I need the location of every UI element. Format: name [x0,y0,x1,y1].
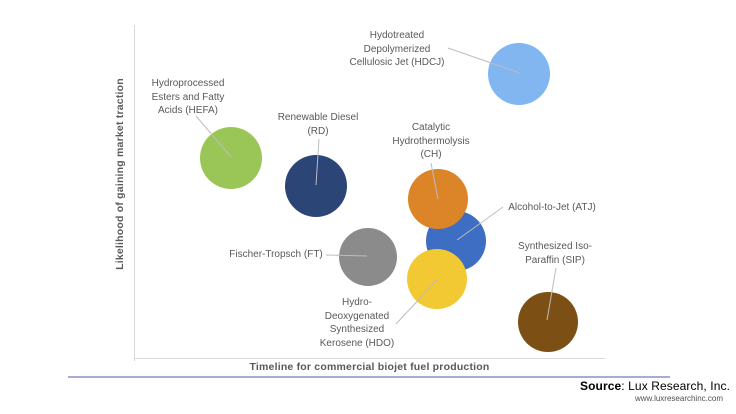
source-label: Source [579,379,622,393]
bubble-sip [518,292,578,352]
x-axis-line [134,358,605,359]
bubble-label-rd: Renewable Diesel (RD) [277,112,359,137]
bubble-rd [285,155,347,217]
bubble-hdo [407,249,467,309]
bubble-ft [339,228,397,286]
bubble-label-ft: Fischer-Tropsch (FT) [229,249,323,260]
bubble-label-hdo: Hydro- Deoxygenated Synthesized Kerosene… [319,297,395,349]
source-attribution: Source: Lux Research, Inc. [330,379,730,393]
bubble-label-ch: Catalytic Hydrothermolysis (CH) [392,122,470,160]
footer-divider-line [68,376,670,378]
bubble-ch [408,169,468,229]
source-company: : Lux Research, Inc. [621,379,730,393]
x-axis-label: Timeline for commercial biojet fuel prod… [249,361,490,373]
source-website: www.luxresearchinc.com [634,394,723,403]
bubble-hdcj [488,43,550,105]
bubble-label-atj: Alcohol-to-Jet (ATJ) [508,202,596,213]
bubble-label-sip: Synthesized Iso- Paraffin (SIP) [518,241,592,266]
bubble-hefa [200,127,262,189]
y-axis-line [134,25,135,361]
bubble-label-hefa: Hydroprocessed Esters and Fatty Acids (H… [151,78,225,116]
bubble-label-hdcj: Hydotreated Depolymerized Cellulosic Jet… [349,30,445,68]
y-axis-label: Likelihood of gaining market traction [114,78,126,270]
